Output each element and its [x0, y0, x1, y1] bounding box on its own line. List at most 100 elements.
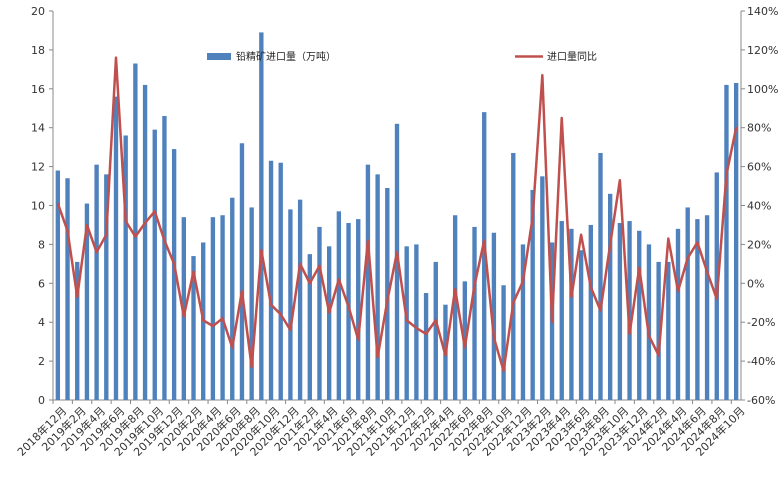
- line-series: [56, 56, 738, 373]
- line-point: [279, 313, 282, 316]
- bar: [385, 187, 390, 400]
- left-tick-label: 0: [38, 394, 45, 407]
- line-point: [260, 249, 263, 252]
- left-tick-label: 4: [38, 316, 45, 329]
- left-tick-label: 6: [38, 277, 45, 290]
- right-tick-label: 100%: [747, 83, 778, 96]
- line-point: [308, 282, 311, 285]
- bar: [491, 232, 497, 400]
- bar: [472, 226, 477, 400]
- bar: [152, 129, 157, 400]
- line-point: [570, 296, 573, 298]
- line-point: [396, 251, 398, 254]
- right-tick-label: -20%: [747, 316, 775, 329]
- line-point: [241, 290, 243, 292]
- right-tick-label: 0%: [747, 277, 764, 290]
- line-point: [735, 126, 738, 129]
- line-point: [618, 179, 621, 182]
- left-tick-label: 16: [31, 83, 45, 96]
- bar: [598, 152, 603, 400]
- x-axis: 2018年12月2019年2月2019年4月2019年6月2019年8月2019…: [14, 400, 748, 459]
- line-point: [551, 321, 553, 324]
- line-point: [454, 288, 457, 291]
- line-point: [589, 286, 592, 289]
- bar: [365, 164, 371, 400]
- line-point: [609, 243, 612, 246]
- bar: [637, 230, 642, 400]
- legend: 铅精矿进口量（万吨） 进口量同比: [207, 50, 597, 63]
- bar: [646, 244, 652, 400]
- bar: [249, 207, 254, 400]
- bar: [685, 207, 690, 400]
- bar: [55, 170, 61, 400]
- line-point: [270, 303, 272, 306]
- bar: [452, 215, 458, 400]
- line-point: [211, 325, 214, 327]
- line-point: [512, 301, 515, 304]
- line-point: [105, 233, 108, 236]
- right-tick-label: 140%: [747, 5, 778, 18]
- bar: [666, 261, 671, 400]
- bar: [482, 112, 487, 400]
- line-point: [405, 319, 408, 322]
- line-point: [66, 229, 69, 232]
- line-point: [541, 74, 544, 77]
- bar: [627, 221, 632, 400]
- line-point: [686, 257, 689, 259]
- bar: [724, 84, 729, 400]
- legend-bar-swatch: [207, 53, 231, 60]
- bar: [326, 246, 332, 400]
- line-point: [202, 319, 205, 322]
- bar: [656, 261, 661, 400]
- right-tick-label: 60%: [747, 161, 771, 174]
- bar: [123, 135, 128, 401]
- bar: [569, 228, 574, 400]
- bar: [511, 152, 516, 400]
- line-point: [463, 346, 466, 349]
- line-point: [95, 251, 98, 254]
- bar: [704, 215, 710, 400]
- line-point: [628, 332, 631, 335]
- bar: [675, 228, 681, 400]
- right-tick-label: -40%: [747, 355, 775, 368]
- bar: [530, 189, 535, 400]
- line-point: [677, 290, 679, 292]
- left-tick-label: 14: [31, 122, 45, 135]
- line-point: [434, 319, 437, 322]
- line-point: [289, 329, 292, 331]
- line-point: [250, 366, 253, 368]
- bar: [433, 261, 438, 400]
- line-point: [725, 173, 728, 176]
- bar: [559, 221, 564, 400]
- line-point: [221, 317, 224, 320]
- bar: [191, 256, 196, 400]
- legend-line-label: 进口量同比: [547, 51, 597, 63]
- left-tick-label: 10: [31, 200, 45, 213]
- line-point: [667, 237, 670, 240]
- line-point: [560, 117, 563, 119]
- line-point: [493, 336, 495, 339]
- bar: [75, 261, 80, 400]
- bar: [317, 226, 322, 400]
- bar: [142, 84, 148, 400]
- bar: [346, 223, 351, 400]
- line-point: [483, 239, 486, 242]
- line-point: [124, 220, 127, 222]
- bar-series: [55, 32, 739, 401]
- bar: [65, 178, 70, 400]
- line-point: [531, 216, 534, 219]
- bar: [171, 149, 177, 400]
- line-point: [173, 262, 176, 265]
- bar: [588, 224, 593, 400]
- left-tick-label: 20: [31, 5, 45, 18]
- right-tick-label: 40%: [747, 200, 771, 213]
- line-point: [386, 299, 389, 302]
- right-tick-label: 20%: [747, 238, 771, 251]
- line-point: [144, 222, 146, 224]
- line-point: [696, 241, 699, 244]
- left-tick-label: 12: [31, 161, 45, 174]
- bar: [356, 219, 361, 400]
- bar: [733, 82, 739, 401]
- bar: [540, 176, 545, 400]
- right-tick-label: -60%: [747, 394, 775, 407]
